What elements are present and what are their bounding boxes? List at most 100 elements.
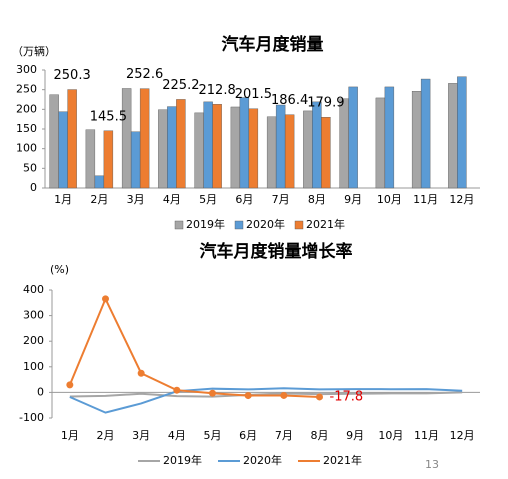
bar bbox=[411, 91, 422, 189]
legend-label: 2020年 bbox=[246, 217, 285, 231]
bar bbox=[384, 86, 395, 189]
bar bbox=[239, 97, 250, 189]
y-axis-label: （万辆） bbox=[12, 44, 56, 58]
y-tick-label: 100 bbox=[16, 142, 37, 155]
line bbox=[69, 387, 463, 414]
x-tick-label: 10月 bbox=[377, 193, 402, 206]
bar bbox=[230, 106, 241, 189]
line bbox=[68, 296, 320, 398]
x-tick-label: 11月 bbox=[414, 429, 439, 442]
page-number: 13 bbox=[425, 458, 439, 471]
bar bbox=[176, 99, 186, 189]
bar bbox=[203, 101, 213, 189]
x-tick-label: 2月 bbox=[97, 429, 115, 442]
x-tick-label: 11月 bbox=[413, 193, 438, 206]
x-tick-label: 9月 bbox=[344, 193, 362, 206]
y-tick-label: 300 bbox=[23, 309, 44, 322]
legend-label: 2019年 bbox=[163, 453, 202, 467]
data-label: 252.6 bbox=[126, 67, 163, 82]
bar bbox=[103, 130, 114, 189]
bar bbox=[167, 106, 177, 189]
x-tick-label: 4月 bbox=[163, 193, 181, 206]
bar bbox=[158, 109, 168, 189]
data-label: 186.4 bbox=[271, 93, 308, 108]
point bbox=[137, 369, 145, 377]
x-tick-label: 9月 bbox=[346, 429, 364, 442]
x-tick-label: 10月 bbox=[378, 429, 403, 442]
data-label: 225.2 bbox=[162, 78, 199, 93]
point bbox=[66, 381, 74, 389]
y-tick-label: 100 bbox=[23, 360, 44, 373]
y-tick-label: -100 bbox=[19, 411, 44, 424]
x-tick-label: 2月 bbox=[90, 193, 108, 206]
x-tick-label: 5月 bbox=[204, 429, 222, 442]
x-tick-label: 12月 bbox=[450, 429, 475, 442]
x-tick-label: 6月 bbox=[235, 193, 253, 206]
x-tick-label: 3月 bbox=[127, 193, 145, 206]
y-tick-label: 50 bbox=[23, 161, 37, 174]
bar bbox=[139, 88, 150, 189]
y-tick-label: 150 bbox=[16, 122, 37, 135]
legend-label: 2020年 bbox=[243, 453, 282, 467]
bar bbox=[212, 104, 222, 189]
data-label: 145.5 bbox=[90, 109, 127, 124]
data-label: 179.9 bbox=[307, 96, 344, 111]
x-tick-label: 1月 bbox=[54, 193, 72, 206]
y-tick-label: 0 bbox=[30, 181, 37, 194]
y-tick-label: 300 bbox=[16, 63, 37, 76]
point bbox=[280, 391, 288, 399]
point bbox=[244, 392, 252, 400]
y-tick-label: 0 bbox=[37, 385, 44, 398]
bar bbox=[67, 89, 77, 189]
x-tick-label: 5月 bbox=[199, 193, 217, 206]
bar bbox=[375, 97, 386, 189]
x-tick-label: 8月 bbox=[308, 193, 326, 206]
y-tick-label: 200 bbox=[23, 334, 44, 347]
x-tick-label: 3月 bbox=[132, 429, 150, 442]
bar bbox=[121, 88, 132, 189]
chart-title: 汽车月度销量 bbox=[222, 34, 324, 55]
legend-swatch bbox=[174, 220, 184, 230]
bar bbox=[49, 94, 59, 189]
x-tick-label: 4月 bbox=[168, 429, 186, 442]
bar bbox=[194, 112, 204, 189]
point bbox=[209, 389, 216, 397]
legend-swatch bbox=[234, 220, 244, 230]
y-tick-label: 400 bbox=[23, 283, 44, 296]
y-tick-label: 200 bbox=[16, 102, 37, 115]
bar bbox=[448, 83, 458, 189]
bar bbox=[321, 117, 331, 189]
bar bbox=[312, 101, 322, 189]
bar bbox=[94, 175, 105, 189]
bar bbox=[303, 110, 313, 189]
bar bbox=[284, 114, 295, 189]
bar bbox=[85, 129, 96, 189]
legend-label: 2019年 bbox=[186, 217, 225, 231]
point bbox=[102, 295, 109, 303]
data-label: -17.8 bbox=[330, 389, 364, 404]
bar bbox=[420, 78, 431, 189]
bar bbox=[348, 86, 358, 189]
bar bbox=[339, 98, 349, 189]
x-tick-label: 12月 bbox=[449, 193, 474, 206]
bar bbox=[130, 131, 141, 189]
x-tick-label: 7月 bbox=[272, 193, 290, 206]
line bbox=[69, 391, 463, 398]
bar bbox=[457, 76, 467, 189]
bar bbox=[275, 104, 286, 189]
legend-label: 2021年 bbox=[323, 453, 362, 467]
bar bbox=[266, 116, 277, 189]
x-tick-label: 6月 bbox=[239, 429, 257, 442]
point bbox=[316, 393, 323, 401]
data-label: 201.5 bbox=[235, 87, 272, 102]
x-tick-label: 7月 bbox=[275, 429, 293, 442]
chart-title: 汽车月度销量增长率 bbox=[200, 241, 353, 262]
bar bbox=[58, 111, 68, 189]
x-tick-label: 8月 bbox=[311, 429, 329, 442]
data-label: 250.3 bbox=[54, 68, 91, 83]
legend-label: 2021年 bbox=[306, 217, 345, 231]
y-axis-label: (%) bbox=[50, 263, 69, 276]
x-tick-label: 1月 bbox=[61, 429, 79, 442]
y-tick-label: 250 bbox=[16, 83, 37, 96]
